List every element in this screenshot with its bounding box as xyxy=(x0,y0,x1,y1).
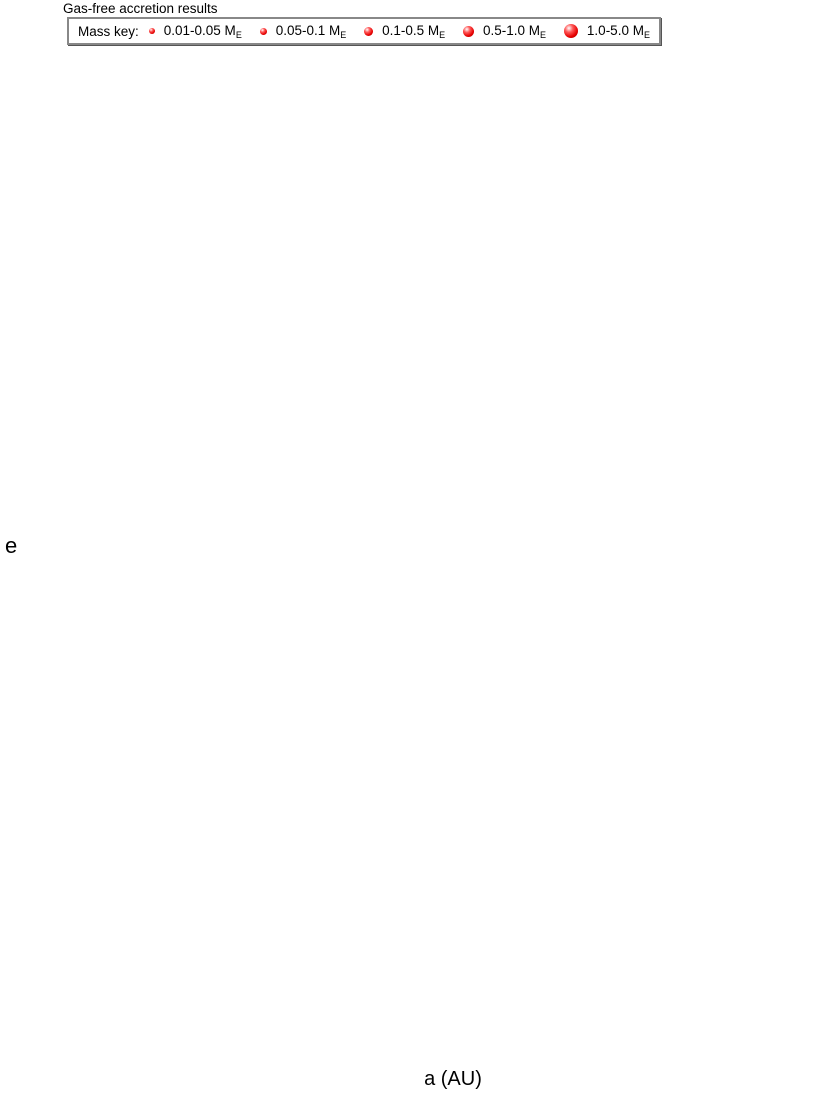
mass-sphere-icon xyxy=(259,27,267,35)
legend-title: Mass key: xyxy=(78,23,139,39)
legend-item-0.05-0.1: 0.05-0.1 ME xyxy=(259,22,347,40)
mass-sphere-icon xyxy=(364,26,374,36)
mass-sphere-icon xyxy=(463,25,475,37)
figure-title: Gas-free accretion results xyxy=(63,1,218,16)
legend-item-1.0-5.0: 1.0-5.0 ME xyxy=(563,22,650,40)
legend-items: 0.01-0.05 ME 0.05-0.1 ME 0.1-0.5 ME 0.5-1.0… xyxy=(148,22,650,40)
legend-item-label: 0.5-1.0 ME xyxy=(483,22,547,40)
legend-item-0.5-1.0: 0.5-1.0 ME xyxy=(463,23,546,40)
legend-item-0.01-0.05: 0.01-0.05 ME xyxy=(148,22,242,40)
mass-key-legend: Mass key: 0.01-0.05 ME 0.05-0.1 ME 0.1-0.5… xyxy=(67,17,661,45)
legend-item-label: 0.01-0.05 ME xyxy=(163,22,242,40)
mass-sphere-icon xyxy=(563,24,578,38)
legend-item-label: 0.05-0.1 ME xyxy=(275,22,347,40)
legend-item-0.1-0.5: 0.1-0.5 ME xyxy=(364,23,445,40)
mass-sphere-icon xyxy=(148,28,155,34)
legend-item-label: 0.1-0.5 ME xyxy=(382,22,446,40)
y-axis-label: e xyxy=(5,533,18,558)
x-axis-label: a (AU) xyxy=(424,1068,482,1090)
legend-item-label: 1.0-5.0 ME xyxy=(586,22,650,40)
